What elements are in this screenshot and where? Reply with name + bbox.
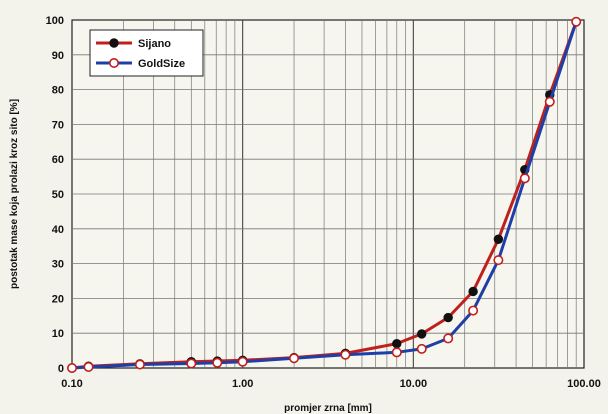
legend-swatch-marker — [109, 57, 120, 68]
data-point — [443, 333, 454, 344]
y-tick-label: 40 — [52, 224, 64, 236]
legend: Sijano GoldSize — [89, 29, 204, 77]
y-axis-title: postotak mase koja prolazi kroz sito [%] — [9, 99, 20, 289]
data-point — [493, 255, 504, 266]
y-tick-label: 20 — [52, 293, 64, 305]
y-tick-label: 90 — [52, 50, 64, 62]
data-point — [67, 362, 78, 373]
data-point — [289, 353, 300, 364]
y-tick-label: 70 — [52, 119, 64, 131]
data-point — [468, 286, 478, 297]
x-tick-label: 0.10 — [61, 378, 82, 390]
data-point — [340, 349, 351, 360]
data-point — [544, 96, 555, 107]
data-point — [468, 305, 479, 316]
y-tick-label: 50 — [52, 189, 64, 201]
grid — [72, 20, 584, 368]
data-point — [519, 173, 530, 184]
y-tick-labels: 0 10 20 30 40 50 60 70 80 90 100 — [46, 15, 64, 375]
data-point — [186, 358, 197, 369]
x-tick-label: 100.00 — [567, 378, 601, 390]
series-goldsize — [67, 16, 582, 373]
y-tick-label: 80 — [52, 85, 64, 97]
data-point — [571, 16, 582, 27]
x-tick-label: 1.00 — [232, 378, 253, 390]
data-point — [391, 347, 402, 358]
y-tick-label: 10 — [52, 328, 64, 340]
x-tick-labels: 0.10 1.00 10.00 100.00 — [61, 378, 601, 390]
y-tick-label: 0 — [58, 363, 64, 375]
x-axis-title: promjer zrna [mm] — [284, 403, 372, 414]
legend-box — [89, 29, 204, 77]
legend-swatch-marker — [109, 38, 119, 48]
data-point — [417, 329, 427, 339]
data-point — [237, 356, 248, 367]
data-point — [392, 338, 402, 349]
y-tick-label: 60 — [52, 154, 64, 166]
series — [67, 16, 582, 373]
y-tick-label: 100 — [46, 15, 64, 27]
y-tick-label: 30 — [52, 259, 64, 271]
data-point — [493, 234, 504, 244]
legend-label: Sijano — [138, 38, 171, 50]
legend-label: GoldSize — [138, 58, 185, 70]
data-point — [443, 312, 453, 323]
data-point — [83, 361, 94, 372]
x-tick-label: 10.00 — [400, 378, 428, 390]
series-line — [71, 21, 578, 370]
data-point — [212, 357, 223, 368]
data-point — [134, 359, 145, 370]
legend-item-goldsize: GoldSize — [96, 57, 185, 70]
legend-item-sijano: Sijano — [96, 38, 171, 50]
data-point — [416, 343, 427, 354]
